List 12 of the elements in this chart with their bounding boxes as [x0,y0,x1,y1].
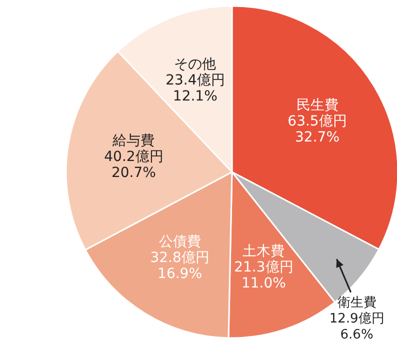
data-label: 40.2億円 20.7% [104,148,164,181]
data-label: 32.8億円 16.9% [150,250,210,282]
slice-label: 衛生費 [337,295,376,310]
slice-label: 土木費 [242,243,285,260]
data-label: 63.5億円 32.7% [288,114,347,146]
data-label: 23.4億円 12.1% [166,72,225,104]
slice-label: その他 [174,56,216,72]
slice-label: 民生費 [296,98,338,114]
data-label: 12.9億円 6.6% [329,311,384,342]
slice-label: 給与費 [112,132,155,149]
data-label: 21.3億円 11.0% [234,259,294,292]
slice-label: 公債費 [158,234,201,250]
